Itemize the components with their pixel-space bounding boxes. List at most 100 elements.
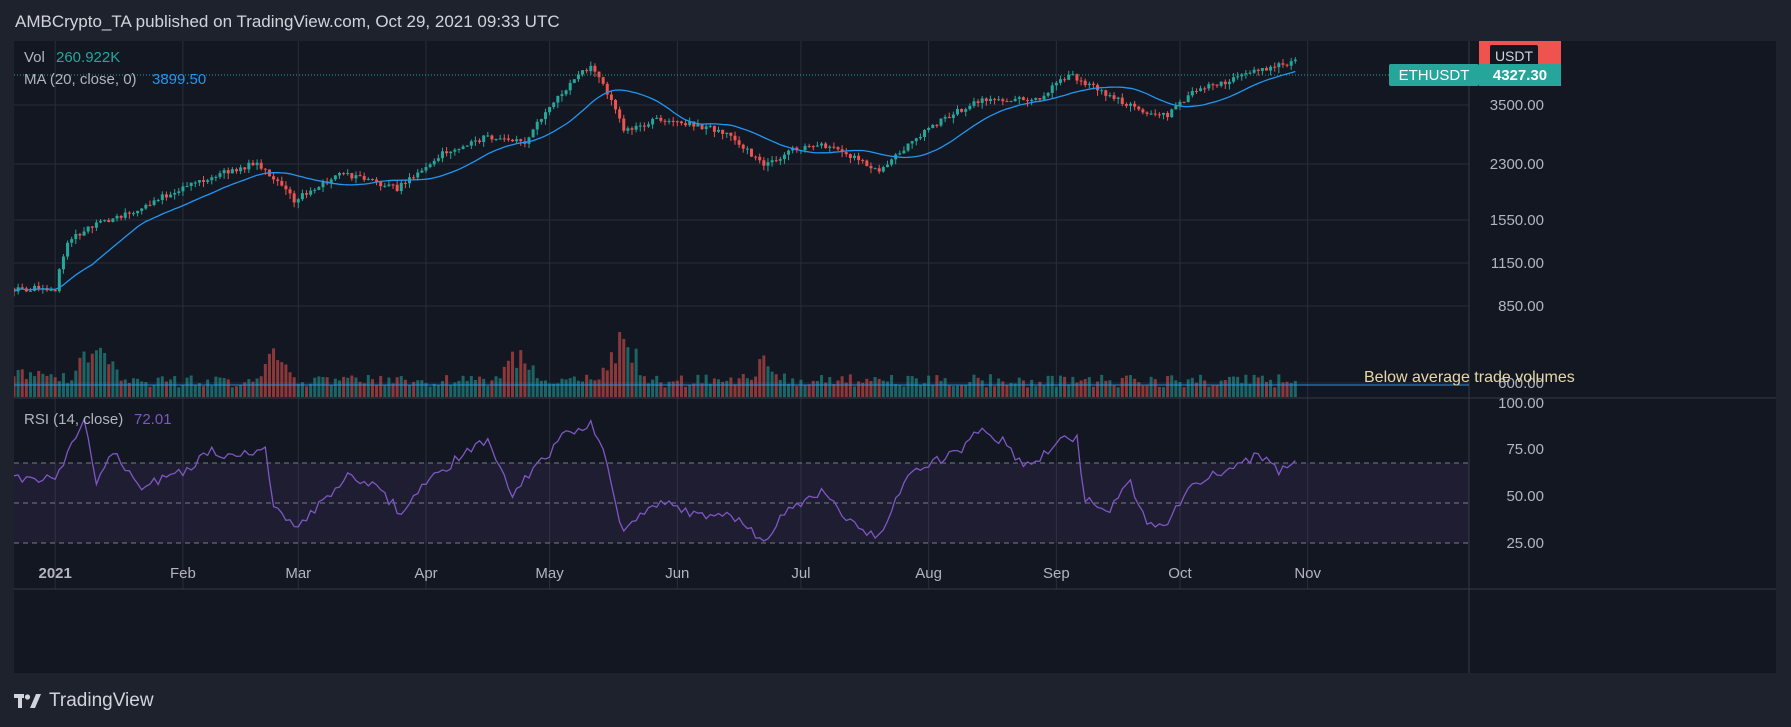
volume-bar (115, 369, 119, 397)
volume-bar (795, 385, 799, 397)
candle-body (511, 139, 515, 142)
volume-bar (988, 374, 992, 397)
candle-body (321, 181, 325, 188)
price-tick-label: 2300.00 (1490, 156, 1544, 173)
volume-bar (857, 381, 861, 397)
volume-bar (663, 387, 667, 397)
candle-body (1050, 85, 1054, 93)
volume-bar (1054, 386, 1058, 397)
current-price-badge (1479, 64, 1561, 86)
candle-body (869, 165, 873, 169)
candle-body (1178, 101, 1182, 106)
brand-footer[interactable]: TradingView (14, 688, 154, 714)
candle-body (626, 128, 630, 131)
candle-body (1203, 88, 1207, 90)
volume-bar (898, 385, 902, 397)
time-tick-label: Mar (285, 565, 311, 582)
volume-bar (1289, 383, 1293, 397)
candle-body (502, 138, 506, 140)
candle-body (428, 164, 432, 168)
price-tick-label: 3500.00 (1490, 97, 1544, 114)
candle-body (247, 162, 251, 170)
volume-bar (968, 381, 972, 397)
volume-bar (144, 381, 148, 397)
candle-body (94, 222, 98, 228)
volume-bar (960, 384, 964, 397)
volume-bar (778, 379, 782, 397)
volume-bar (420, 380, 424, 397)
volume-bar (502, 366, 506, 397)
candle-body (568, 82, 572, 91)
candle-body (1289, 61, 1293, 66)
candle-body (206, 180, 210, 182)
candle-body (119, 215, 123, 218)
volume-bar (1260, 375, 1264, 397)
volume-bar (251, 381, 255, 397)
candle-body (148, 204, 152, 206)
volume-bar (556, 383, 560, 397)
candle-body (679, 121, 683, 124)
candle-body (403, 182, 407, 184)
candle-body (1042, 95, 1046, 100)
volume-bar (519, 350, 523, 397)
candle-body (663, 120, 667, 122)
volume-bar (848, 374, 852, 397)
volume-bar (515, 367, 519, 397)
volume-bar (354, 377, 358, 397)
candle-body (543, 112, 547, 120)
volume-bar (766, 366, 770, 397)
volume-bar (1013, 383, 1017, 397)
candle-body (1075, 74, 1079, 81)
candle-body (832, 146, 836, 148)
candle-body (865, 160, 869, 166)
volume-bar (1145, 385, 1149, 397)
candle-body (968, 105, 972, 110)
volume-bar (140, 381, 144, 397)
candle-body (1030, 99, 1034, 102)
candle-body (251, 162, 255, 166)
volume-bar (1124, 375, 1128, 397)
volume-bar (197, 383, 201, 397)
volume-bar (370, 379, 374, 397)
time-tick-label: Oct (1168, 565, 1192, 582)
candle-body (14, 288, 16, 292)
volume-bar (931, 384, 935, 397)
volume-bar (976, 377, 980, 397)
candle-body (189, 182, 193, 187)
candle-body (696, 123, 700, 127)
candle-body (774, 160, 778, 162)
candle-body (57, 269, 61, 292)
volume-bar (255, 378, 259, 397)
candle-body (1112, 95, 1116, 99)
volume-bar (366, 374, 370, 397)
volume-bar (152, 384, 156, 397)
candle-body (449, 151, 453, 154)
volume-bar (894, 384, 898, 397)
volume-bar (700, 383, 704, 397)
volume-bar (1129, 375, 1133, 397)
chart-frame[interactable]: 3500.00 2300.00 1550.00 1150.00 850.00 600.00… (14, 41, 1776, 673)
volume-bar (263, 363, 267, 397)
candle-body (671, 120, 675, 122)
candle-body (66, 242, 70, 257)
candle-body (1207, 84, 1211, 89)
volume-bar (923, 383, 927, 397)
candle-body (807, 146, 811, 148)
volume-bar (873, 377, 877, 397)
volume-bar (696, 374, 700, 397)
candle-body (342, 173, 346, 175)
candle-body (453, 149, 457, 152)
volume-bar (807, 384, 811, 397)
volume-bar (173, 376, 177, 397)
candle-body (263, 168, 267, 170)
volume-bar (787, 383, 791, 397)
volume-bar (66, 383, 70, 397)
volume-bar (1091, 386, 1095, 397)
candle-body (960, 108, 964, 112)
candle-body (473, 140, 477, 142)
candle-body (646, 124, 650, 127)
volume-bar (222, 378, 226, 397)
chart-canvas[interactable]: 3500.00 2300.00 1550.00 1150.00 850.00 600.00… (14, 41, 1776, 673)
volume-bar (1182, 387, 1186, 397)
candle-body (729, 132, 733, 136)
